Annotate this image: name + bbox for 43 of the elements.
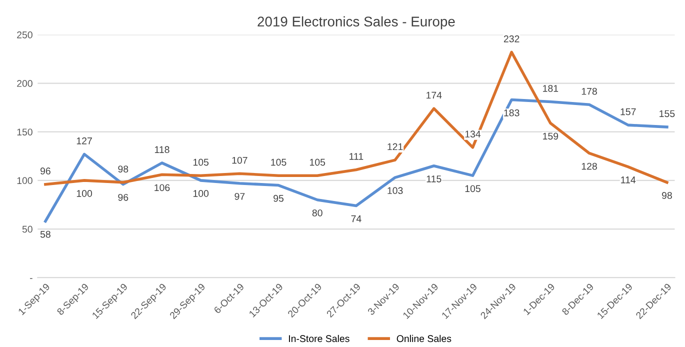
data-label: 134 <box>465 130 481 138</box>
data-label: 128 <box>582 162 597 170</box>
data-label: 103 <box>388 187 403 194</box>
data-label: 106 <box>154 184 170 192</box>
data-label: 111 <box>350 153 364 160</box>
legend-label: In-Store Sales <box>289 334 350 342</box>
data-label: 80 <box>312 209 322 216</box>
data-label: 107 <box>232 156 248 164</box>
data-label: 74 <box>351 215 362 222</box>
data-label: 127 <box>76 137 92 144</box>
data-label: 157 <box>620 108 636 116</box>
data-label: 105 <box>310 158 326 166</box>
y-tick-label: 200 <box>17 80 32 87</box>
legend-label: Online Sales <box>396 334 452 342</box>
data-label: 105 <box>193 158 209 166</box>
data-label: 232 <box>504 35 520 42</box>
data-label: 178 <box>582 88 597 95</box>
y-tick-label: 150 <box>17 128 32 136</box>
data-label: 174 <box>426 92 442 99</box>
data-label: 58 <box>40 230 50 238</box>
data-label: 98 <box>118 166 128 172</box>
data-label: 121 <box>388 143 403 150</box>
data-label: 159 <box>543 132 558 140</box>
data-label: 98 <box>662 192 672 199</box>
data-label: 118 <box>154 146 170 154</box>
data-label: 105 <box>271 158 286 166</box>
data-label: 100 <box>76 190 92 197</box>
y-tick-label: 50 <box>22 226 32 233</box>
data-label: 95 <box>274 194 284 202</box>
data-label: 183 <box>504 109 520 116</box>
y-tick-label: 250 <box>17 31 32 38</box>
data-label: 181 <box>543 84 558 92</box>
data-label: 115 <box>426 176 442 182</box>
data-label: 97 <box>234 192 245 200</box>
data-label: 96 <box>40 168 50 174</box>
y-tick-label: 100 <box>17 177 32 184</box>
data-label: 96 <box>118 194 128 201</box>
data-label: 155 <box>660 110 675 118</box>
chart-title: 2019 Electronics Sales - Europe <box>258 16 455 30</box>
data-label: 114 <box>621 176 636 184</box>
data-label: 100 <box>193 190 209 197</box>
data-label: 105 <box>465 185 480 192</box>
y-tick-label: - <box>30 278 32 279</box>
